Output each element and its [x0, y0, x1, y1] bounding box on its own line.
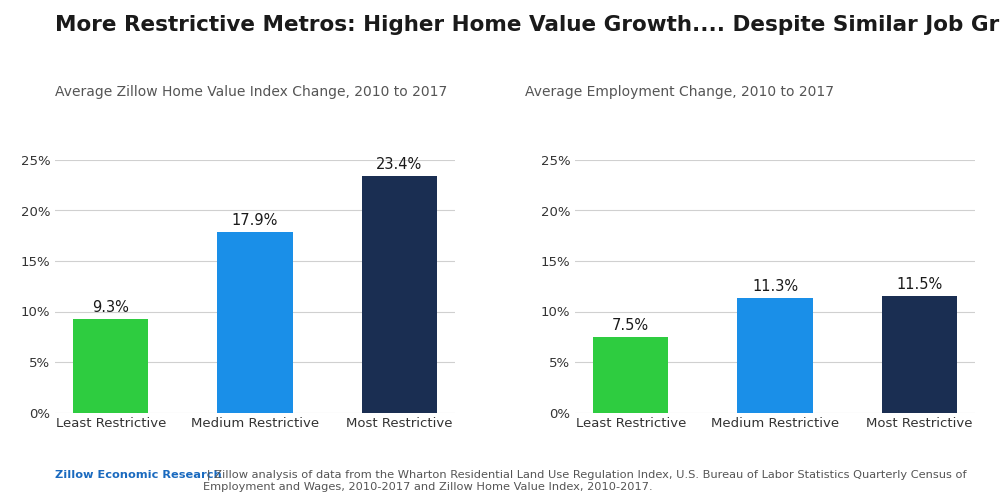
Bar	[882, 296, 957, 412]
Bar	[737, 298, 813, 412]
Text: Average Employment Change, 2010 to 2017: Average Employment Change, 2010 to 2017	[525, 85, 834, 99]
Text: 7.5%: 7.5%	[612, 318, 649, 332]
Text: 23.4%: 23.4%	[376, 157, 422, 172]
Text: Zillow Economic Research: Zillow Economic Research	[55, 470, 222, 480]
Bar	[217, 232, 293, 412]
Bar	[362, 176, 437, 412]
Text: More Restrictive Metros: Higher Home Value Growth.... Despite Similar Job Growth: More Restrictive Metros: Higher Home Val…	[55, 15, 1000, 35]
Text: 9.3%: 9.3%	[92, 300, 129, 314]
Bar	[593, 337, 668, 412]
Text: 11.3%: 11.3%	[752, 280, 798, 294]
Text: 11.5%: 11.5%	[896, 278, 942, 292]
Text: Average Zillow Home Value Index Change, 2010 to 2017: Average Zillow Home Value Index Change, …	[55, 85, 447, 99]
Text: 17.9%: 17.9%	[232, 212, 278, 228]
Text: | Zillow analysis of data from the Wharton Residential Land Use Regulation Index: | Zillow analysis of data from the Whart…	[203, 470, 967, 492]
Bar	[73, 318, 148, 412]
